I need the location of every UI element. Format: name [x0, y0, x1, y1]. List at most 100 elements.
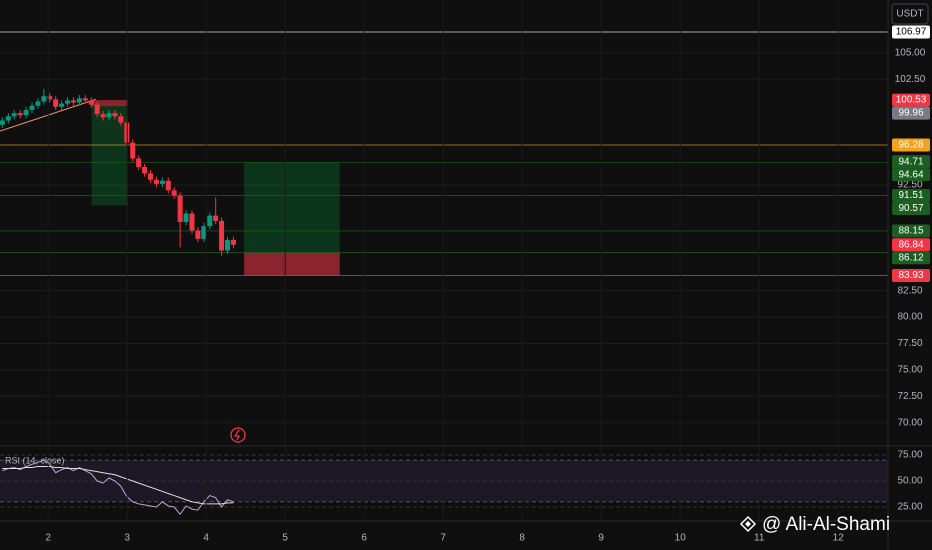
loss-zone: [244, 252, 340, 276]
y-tick-label: 82.50: [897, 285, 922, 296]
currency: USDT: [896, 9, 923, 20]
candle-body: [213, 215, 219, 221]
candle-body: [11, 113, 17, 117]
y-tick-label: 75.00: [897, 365, 922, 376]
x-tick-label: 6: [361, 533, 367, 544]
candle-body: [219, 220, 225, 251]
price-tag: [892, 251, 930, 265]
candle-body: [0, 120, 5, 125]
x-tick-label: 7: [440, 533, 446, 544]
candle-body: [88, 100, 94, 105]
x-tick-label: 10: [675, 533, 687, 544]
candle-body: [165, 180, 171, 191]
candle-body: [53, 99, 59, 107]
candle-body: [207, 215, 213, 227]
watermark: @ Ali-Al-Shami: [762, 514, 890, 535]
x-tick-label: 5: [282, 533, 288, 544]
y-tick-label: 70.00: [897, 417, 922, 428]
candle-body: [29, 105, 35, 110]
candle-body: [100, 114, 106, 118]
price-tag-label: 106.97: [896, 27, 927, 38]
candle-body: [142, 167, 148, 174]
candle-body: [65, 100, 71, 104]
y-tick-label: 50.00: [897, 476, 922, 487]
price-tag: [892, 168, 930, 182]
price-tag: [892, 188, 930, 202]
price-tag-label: 91.51: [898, 190, 923, 201]
flash-icon[interactable]: [230, 427, 246, 443]
candle-body: [148, 173, 154, 180]
x-tick-label: 11: [754, 533, 765, 544]
y-tick-label: 72.50: [897, 391, 922, 402]
x-tick-label: 3: [124, 533, 130, 544]
currency-box[interactable]: [891, 3, 929, 25]
price-tag: [892, 155, 930, 169]
price-tag-label: 86.12: [898, 252, 923, 263]
price-tag: [892, 106, 930, 120]
price-tag-label: 86.84: [898, 239, 923, 250]
candle-body: [159, 180, 165, 184]
candle-body: [136, 158, 142, 168]
price-tag-label: 99.96: [898, 108, 923, 119]
price-tag-label: 88.15: [898, 226, 923, 237]
candle-body: [230, 239, 236, 245]
profit-zone: [244, 162, 340, 253]
price-tag: [892, 224, 930, 238]
candle-body: [112, 113, 118, 117]
y-tick-label: 75.00: [897, 450, 922, 461]
y-tick-label: 25.00: [897, 502, 922, 513]
candle-body: [35, 101, 41, 106]
x-tick-label: 8: [519, 533, 525, 544]
x-tick-label: 12: [833, 533, 845, 544]
candle-body: [106, 113, 112, 118]
profit-zone: [91, 106, 128, 206]
candle-body: [70, 100, 76, 103]
y-tick-label: 77.50: [897, 338, 922, 349]
candle-body: [59, 103, 65, 107]
price-tag-label: 94.64: [898, 169, 923, 180]
price-tag: [892, 138, 930, 152]
candle-body: [94, 104, 100, 115]
y-tick-label: 80.00: [897, 312, 922, 323]
candle-body: [130, 142, 136, 159]
price-tag: [892, 269, 930, 283]
rsi-title: RSI (14, close): [5, 455, 65, 465]
rsi-line: [2, 465, 234, 505]
candle-body: [17, 113, 23, 116]
x-tick-label: 2: [45, 533, 51, 544]
candle-body: [177, 195, 183, 222]
candle-body: [23, 109, 29, 116]
price-tag: [892, 238, 930, 252]
candle-body: [195, 230, 201, 239]
candle-body: [153, 179, 159, 184]
candle-body: [183, 213, 189, 222]
price-tag-label: 90.57: [898, 203, 923, 214]
price-tag-label: 100.53: [896, 95, 927, 106]
y-tick-label: 102.50: [895, 74, 926, 85]
candle-body: [118, 116, 124, 123]
price-tag-label: 96.28: [898, 140, 923, 151]
rsi-line: [2, 459, 234, 516]
price-tag: [892, 201, 930, 215]
y-tick-label: 92.50: [897, 180, 922, 191]
candle-body: [225, 239, 231, 251]
price-tag-label: 94.71: [898, 156, 923, 167]
candle-body: [171, 190, 177, 196]
candle-body: [41, 96, 47, 102]
x-tick-label: 9: [598, 533, 604, 544]
y-tick-label: 105.00: [895, 47, 926, 58]
candle-body: [76, 98, 82, 103]
candle-body: [201, 226, 207, 239]
candle-body: [82, 98, 88, 101]
price-tag-label: 83.93: [898, 270, 923, 281]
price-tag: [892, 93, 930, 107]
candle-body: [47, 96, 53, 100]
watermark-logo: [739, 515, 757, 533]
loss-zone: [91, 100, 128, 107]
price-tag: [892, 25, 930, 39]
candle-body: [5, 116, 11, 121]
